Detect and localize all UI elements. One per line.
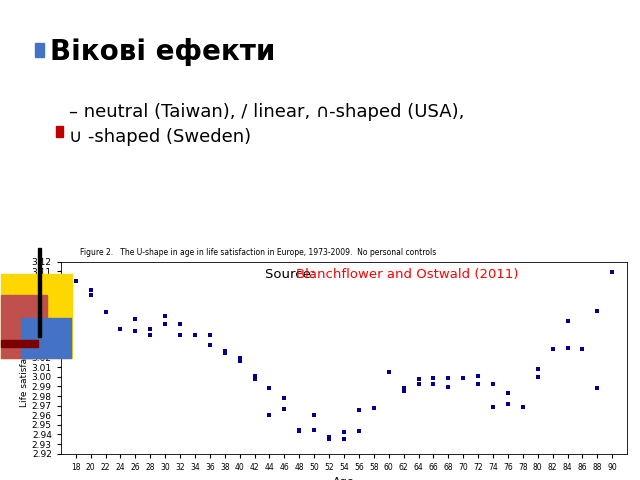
- Point: [250, 372, 260, 380]
- Text: Source:: Source:: [265, 268, 319, 281]
- Bar: [56, 126, 63, 137]
- Point: [532, 365, 543, 373]
- Point: [488, 380, 498, 387]
- Point: [428, 381, 438, 388]
- Point: [428, 374, 438, 382]
- Point: [563, 344, 573, 352]
- Point: [309, 411, 319, 419]
- Point: [294, 426, 305, 433]
- Point: [175, 320, 185, 328]
- Point: [190, 331, 200, 338]
- Point: [473, 380, 483, 387]
- Point: [250, 375, 260, 383]
- Point: [503, 400, 513, 408]
- Point: [383, 368, 394, 376]
- Point: [145, 331, 156, 338]
- Point: [488, 403, 498, 410]
- Point: [563, 317, 573, 325]
- Point: [458, 374, 468, 382]
- Point: [399, 387, 409, 395]
- Point: [503, 389, 513, 397]
- Point: [444, 374, 454, 382]
- Point: [234, 358, 244, 365]
- Point: [130, 327, 140, 335]
- Point: [607, 268, 618, 276]
- Point: [160, 320, 170, 328]
- Point: [518, 403, 528, 410]
- Point: [205, 331, 215, 338]
- Point: [339, 428, 349, 435]
- Point: [354, 427, 364, 434]
- Point: [339, 435, 349, 443]
- Point: [175, 331, 185, 338]
- Y-axis label: Life satisfaction score: Life satisfaction score: [20, 308, 29, 407]
- Point: [86, 291, 96, 299]
- Point: [220, 347, 230, 355]
- X-axis label: Age: Age: [333, 477, 355, 480]
- Point: [160, 312, 170, 320]
- Point: [220, 349, 230, 357]
- Text: Figure 2.   The U-shape in age in life satisfaction in Europe, 1973-2009.  No pe: Figure 2. The U-shape in age in life sat…: [80, 248, 436, 257]
- Point: [413, 380, 424, 387]
- Point: [294, 427, 305, 434]
- Point: [145, 325, 156, 333]
- Point: [473, 372, 483, 380]
- Bar: [35, 43, 44, 57]
- Point: [548, 345, 558, 353]
- Point: [130, 315, 140, 323]
- Point: [532, 373, 543, 381]
- Point: [279, 394, 289, 402]
- Point: [324, 435, 334, 443]
- Point: [115, 325, 125, 333]
- Point: [369, 405, 379, 412]
- Point: [264, 384, 275, 392]
- Point: [205, 341, 215, 349]
- Point: [309, 426, 319, 433]
- Point: [279, 406, 289, 413]
- Point: [324, 433, 334, 441]
- Point: [592, 307, 602, 314]
- Point: [354, 407, 364, 414]
- Point: [399, 384, 409, 392]
- Point: [264, 411, 275, 419]
- Point: [234, 354, 244, 361]
- Point: [70, 277, 81, 285]
- Point: [86, 287, 96, 294]
- Point: [592, 384, 602, 392]
- Point: [115, 325, 125, 333]
- Point: [413, 375, 424, 383]
- Text: Вікові ефекти: Вікові ефекти: [50, 38, 275, 66]
- Point: [577, 345, 588, 353]
- Text: Blanchflower and Ostwald (2011): Blanchflower and Ostwald (2011): [296, 268, 518, 281]
- Point: [100, 309, 111, 316]
- Point: [548, 345, 558, 353]
- Point: [444, 384, 454, 391]
- Text: – neutral (Taiwan), / linear, ∩-shaped (USA),
∪ -shaped (Sweden): – neutral (Taiwan), / linear, ∩-shaped (…: [69, 103, 465, 146]
